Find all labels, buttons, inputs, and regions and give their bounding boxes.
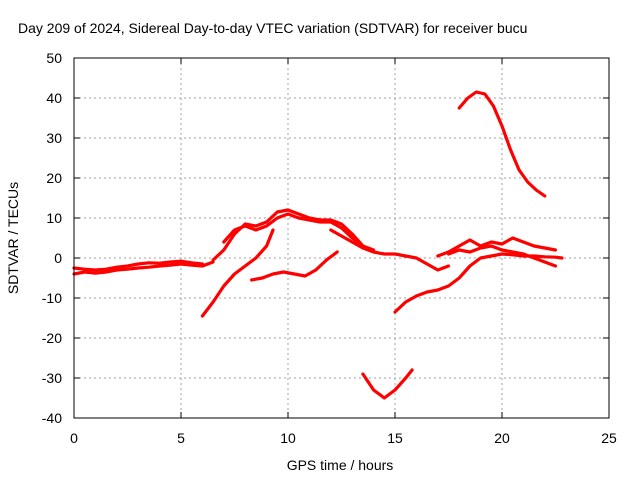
x-tick-labels: 0 5 10 15 20 25 [70,430,617,446]
series-line-arc-3 [200,228,275,318]
y-tick-label: -10 [42,290,62,306]
series-line-arc-6 [361,368,414,400]
y-tick-label: -40 [42,410,62,426]
x-tick-label: 0 [70,430,78,446]
x-tick-label: 5 [177,430,185,446]
x-tick-label: 20 [494,430,510,446]
y-tick-label: 0 [54,250,62,266]
x-tick-label: 15 [387,430,403,446]
x-tick-label: 25 [601,430,617,446]
y-tick-label: 20 [46,170,62,186]
y-tick-label: 10 [46,210,62,226]
tick-marks [73,57,610,419]
series-line-arc-4 [250,250,339,282]
series-line-arc-5 [329,228,451,272]
chart-title: Day 209 of 2024, Sidereal Day-to-day VTE… [18,20,527,36]
x-axis-label: GPS time / hours [287,457,394,473]
series-line-arc-10 [457,90,547,198]
y-tick-label: 40 [46,90,62,106]
series-line-arc-9 [446,244,558,268]
y-tick-label: -30 [42,370,62,386]
y-tick-labels: -40 -30 -20 -10 0 10 20 30 40 50 [42,50,62,426]
series-layer [72,90,564,400]
y-axis-label: SDTVAR / TECUs [5,182,21,294]
x-tick-label: 10 [280,430,296,446]
series-line-arc-2 [211,208,365,262]
y-tick-label: 30 [46,130,62,146]
series-line-arc-2b [222,212,376,252]
series-line-arc-8 [436,236,558,258]
y-tick-label: -20 [42,330,62,346]
series-line-arc-7 [393,252,564,314]
series-line-arc-1 [72,260,215,276]
grid-lines [74,58,609,418]
y-tick-label: 50 [46,50,62,66]
series-line-arc-1b [72,259,204,272]
plot-frame [73,57,610,419]
